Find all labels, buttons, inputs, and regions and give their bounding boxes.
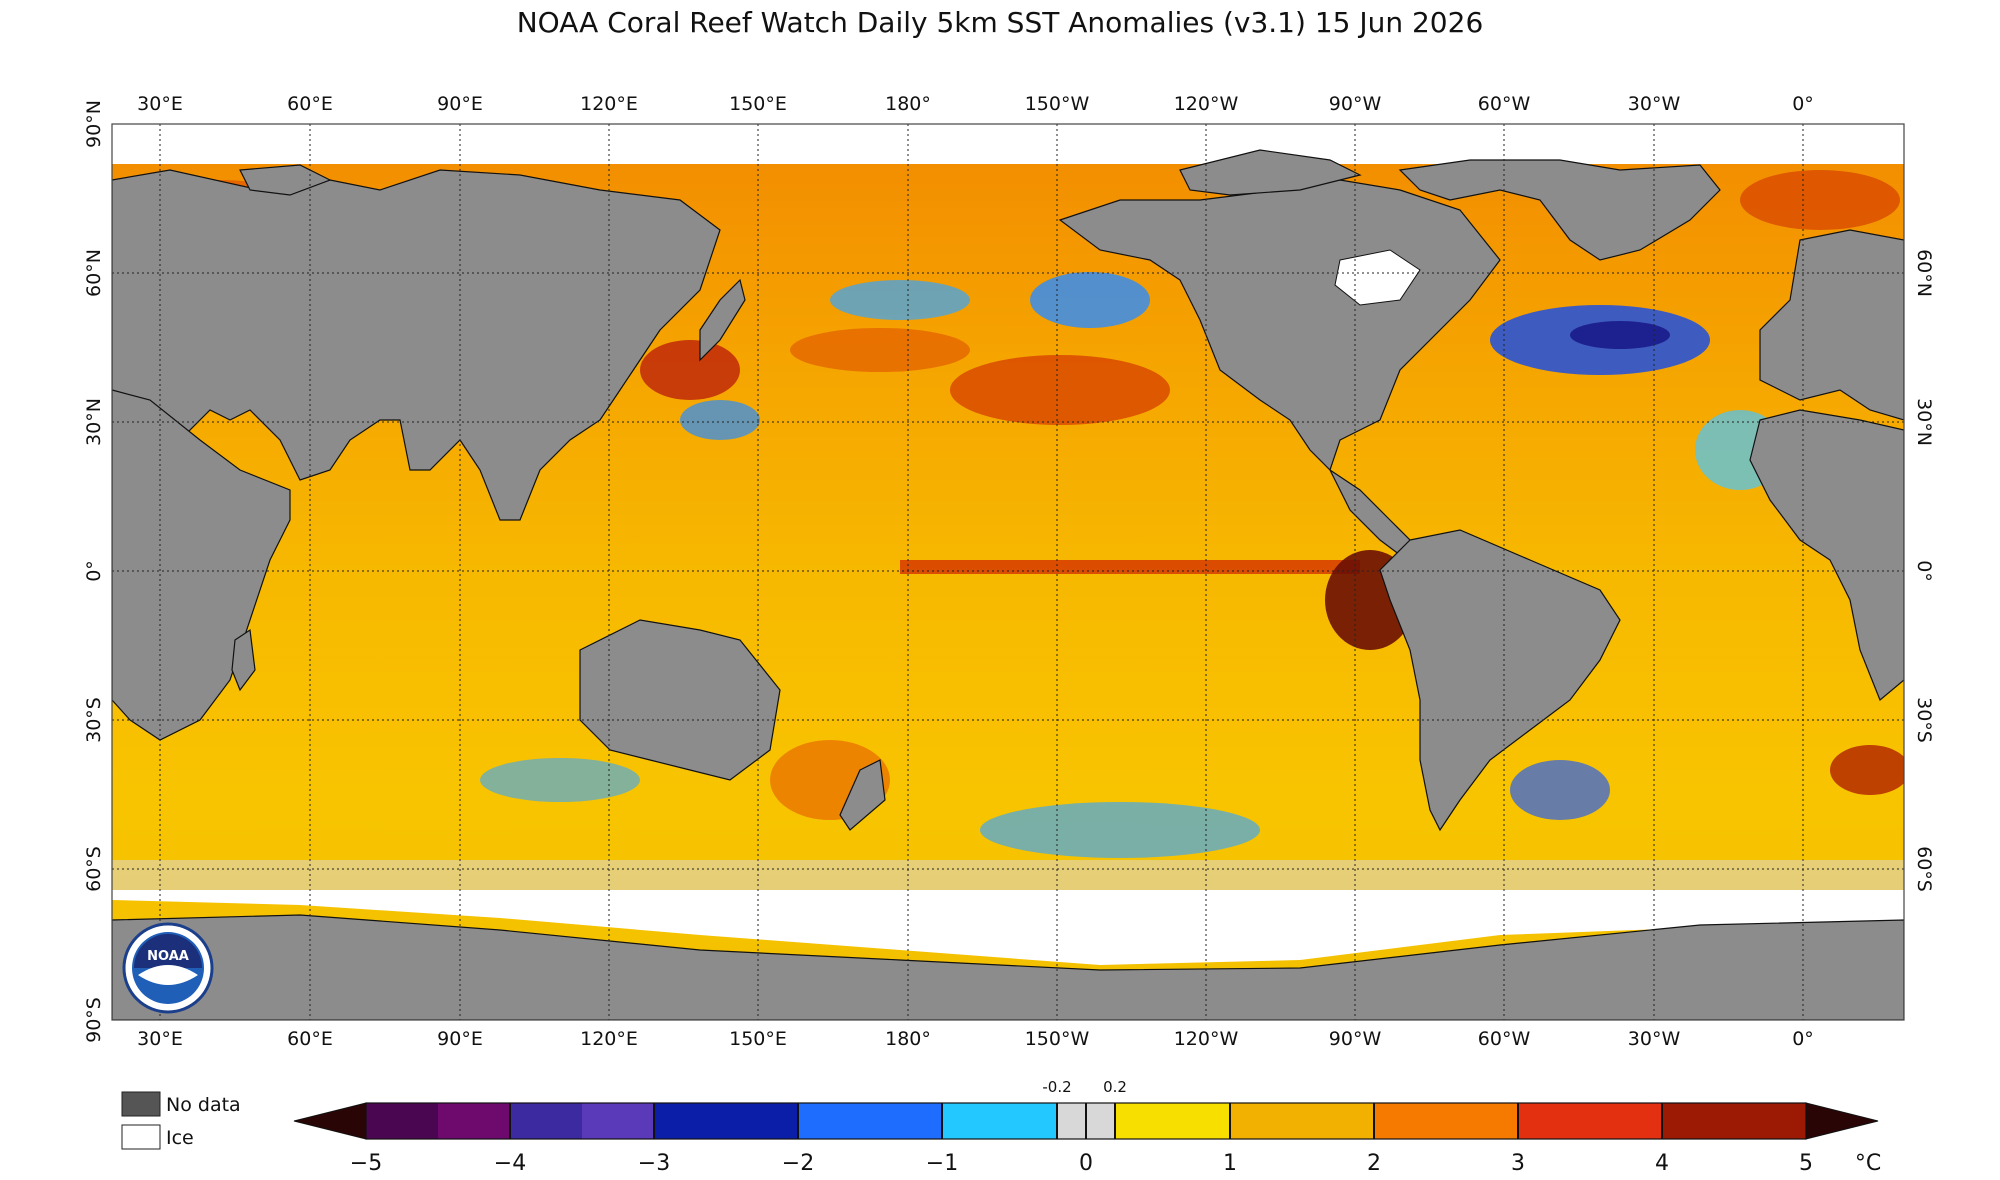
colorbar-segment bbox=[942, 1103, 1057, 1139]
lon-label-bottom: 30°W bbox=[1628, 1028, 1681, 1050]
lat-label-right: 60°N bbox=[1913, 249, 1935, 297]
lon-label-top: 0° bbox=[1792, 93, 1814, 115]
lat-label-right: 30°S bbox=[1913, 697, 1935, 743]
colorbar-tick: 1 bbox=[1223, 1151, 1237, 1176]
colorbar-max-extension bbox=[1805, 1102, 1879, 1140]
colorbar-small-tick: -0.2 bbox=[1042, 1078, 1071, 1096]
land-africa bbox=[112, 389, 291, 741]
graticule bbox=[112, 124, 1904, 1020]
colorbar-tick: 5 bbox=[1799, 1151, 1813, 1176]
land-greenland bbox=[1398, 159, 1721, 261]
world-map bbox=[112, 124, 1904, 1020]
land-west-africa bbox=[1749, 409, 1904, 701]
lat-label-right: 60°S bbox=[1913, 846, 1935, 892]
lon-label-bottom: 60°E bbox=[287, 1028, 333, 1050]
lon-label-bottom: 180° bbox=[885, 1028, 931, 1050]
land-europe-west bbox=[1759, 229, 1904, 421]
land-south-america bbox=[1379, 529, 1621, 832]
colorbar-segment bbox=[1230, 1103, 1374, 1139]
land-madagascar bbox=[231, 628, 256, 692]
lon-label-top: 90°E bbox=[437, 93, 483, 115]
southern-ocean-neutral-band bbox=[112, 860, 1904, 890]
lon-label-top: 60°E bbox=[287, 93, 333, 115]
lat-label-left: 60°S bbox=[83, 846, 105, 892]
antarctic-sea-ice bbox=[112, 890, 1904, 965]
land-australia bbox=[579, 619, 781, 781]
map-frame bbox=[111, 123, 1905, 1021]
arctic-ice-region bbox=[112, 124, 1904, 164]
colorbar-tick: −1 bbox=[926, 1151, 958, 1176]
colorbar-segment bbox=[510, 1103, 582, 1139]
lon-label-top: 30°E bbox=[137, 93, 183, 115]
lon-label-top: 150°E bbox=[729, 93, 787, 115]
colorbar-segment bbox=[654, 1103, 798, 1139]
lon-label-top: 150°W bbox=[1025, 93, 1090, 115]
hudson-bay-ice bbox=[1334, 249, 1421, 306]
colorbar-segment bbox=[1374, 1103, 1518, 1139]
colorbar-small-tick: 0.2 bbox=[1103, 1078, 1127, 1096]
ice-swatch bbox=[121, 1124, 161, 1150]
lon-label-top: 90°W bbox=[1329, 93, 1382, 115]
colorbar-tick: −3 bbox=[638, 1151, 670, 1176]
land-canadian-arctic bbox=[1179, 149, 1362, 196]
lat-label-left: 30°S bbox=[83, 697, 105, 743]
colorbar-tick: −4 bbox=[494, 1151, 526, 1176]
lon-label-bottom: 150°E bbox=[729, 1028, 787, 1050]
lat-label-left: 90°N bbox=[83, 100, 105, 148]
colorbar-tick: 0 bbox=[1079, 1151, 1093, 1176]
colorbar-segment bbox=[1662, 1103, 1806, 1139]
colorbar-segment bbox=[1518, 1103, 1662, 1139]
lon-label-bottom: 90°W bbox=[1329, 1028, 1382, 1050]
colorbar-segment bbox=[798, 1103, 942, 1139]
land-new-zealand bbox=[839, 759, 886, 831]
lat-label-right: 0° bbox=[1913, 560, 1935, 582]
lon-labels-bottom: 30°E 60°E 90°E 120°E 150°E 180° 150°W 12… bbox=[137, 1028, 1814, 1050]
lon-label-top: 30°W bbox=[1628, 93, 1681, 115]
lon-label-bottom: 150°W bbox=[1025, 1028, 1090, 1050]
lon-label-bottom: 30°E bbox=[137, 1028, 183, 1050]
colorbar-tick: −2 bbox=[782, 1151, 814, 1176]
colorbar-segment bbox=[1115, 1103, 1230, 1139]
colorbar-tick: −5 bbox=[350, 1151, 382, 1176]
lat-label-left: 0° bbox=[83, 560, 105, 582]
land-eurasia bbox=[112, 169, 721, 521]
figure-title: NOAA Coral Reef Watch Daily 5km SST Anom… bbox=[516, 6, 1484, 39]
no-data-label: No data bbox=[166, 1094, 241, 1116]
land-antarctica bbox=[112, 914, 1904, 1020]
cool-anomaly-regions bbox=[480, 272, 1785, 858]
colorbar-segment bbox=[366, 1103, 438, 1139]
lon-label-bottom: 90°E bbox=[437, 1028, 483, 1050]
land-masses bbox=[112, 149, 1904, 1020]
lon-labels-top: 30°E 60°E 90°E 120°E 150°E 180° 150°W 12… bbox=[137, 93, 1814, 115]
lon-label-bottom: 60°W bbox=[1478, 1028, 1531, 1050]
lon-label-top: 60°W bbox=[1478, 93, 1531, 115]
no-data-swatch bbox=[121, 1091, 161, 1117]
lat-label-right: 30°N bbox=[1913, 398, 1935, 446]
noaa-logo-text: NOAA bbox=[147, 949, 189, 964]
colorbar-tick: 4 bbox=[1655, 1151, 1669, 1176]
legend-categories: No data Ice bbox=[121, 1091, 241, 1150]
lon-label-bottom: 120°W bbox=[1174, 1028, 1239, 1050]
lat-labels-left: 90°N 60°N 30°N 0° 30°S 60°S 90°S bbox=[83, 100, 105, 1043]
land-japan bbox=[699, 278, 746, 362]
colorbar-min-extension bbox=[293, 1102, 367, 1140]
lat-label-left: 30°N bbox=[83, 398, 105, 446]
lat-labels-right: 60°N 30°N 0° 30°S 60°S bbox=[1913, 249, 1935, 892]
ice-label: Ice bbox=[166, 1127, 194, 1149]
lon-label-bottom: 120°E bbox=[580, 1028, 638, 1050]
lon-label-top: 120°E bbox=[580, 93, 638, 115]
lon-label-top: 120°W bbox=[1174, 93, 1239, 115]
lat-label-left: 90°S bbox=[83, 997, 105, 1043]
noaa-logo: NOAA bbox=[122, 922, 214, 1014]
colorbar-tick: 3 bbox=[1511, 1151, 1525, 1176]
lon-label-top: 180° bbox=[885, 93, 931, 115]
lat-label-left: 60°N bbox=[83, 249, 105, 297]
colorbar: -0.2 0.2 −5 −4 −3 −2 −1 0 1 2 3 4 5 °C bbox=[293, 1078, 1881, 1176]
colorbar-tick: 2 bbox=[1367, 1151, 1381, 1176]
land-svalbard bbox=[239, 164, 332, 196]
lon-label-bottom: 0° bbox=[1792, 1028, 1814, 1050]
colorbar-unit: °C bbox=[1855, 1151, 1881, 1176]
